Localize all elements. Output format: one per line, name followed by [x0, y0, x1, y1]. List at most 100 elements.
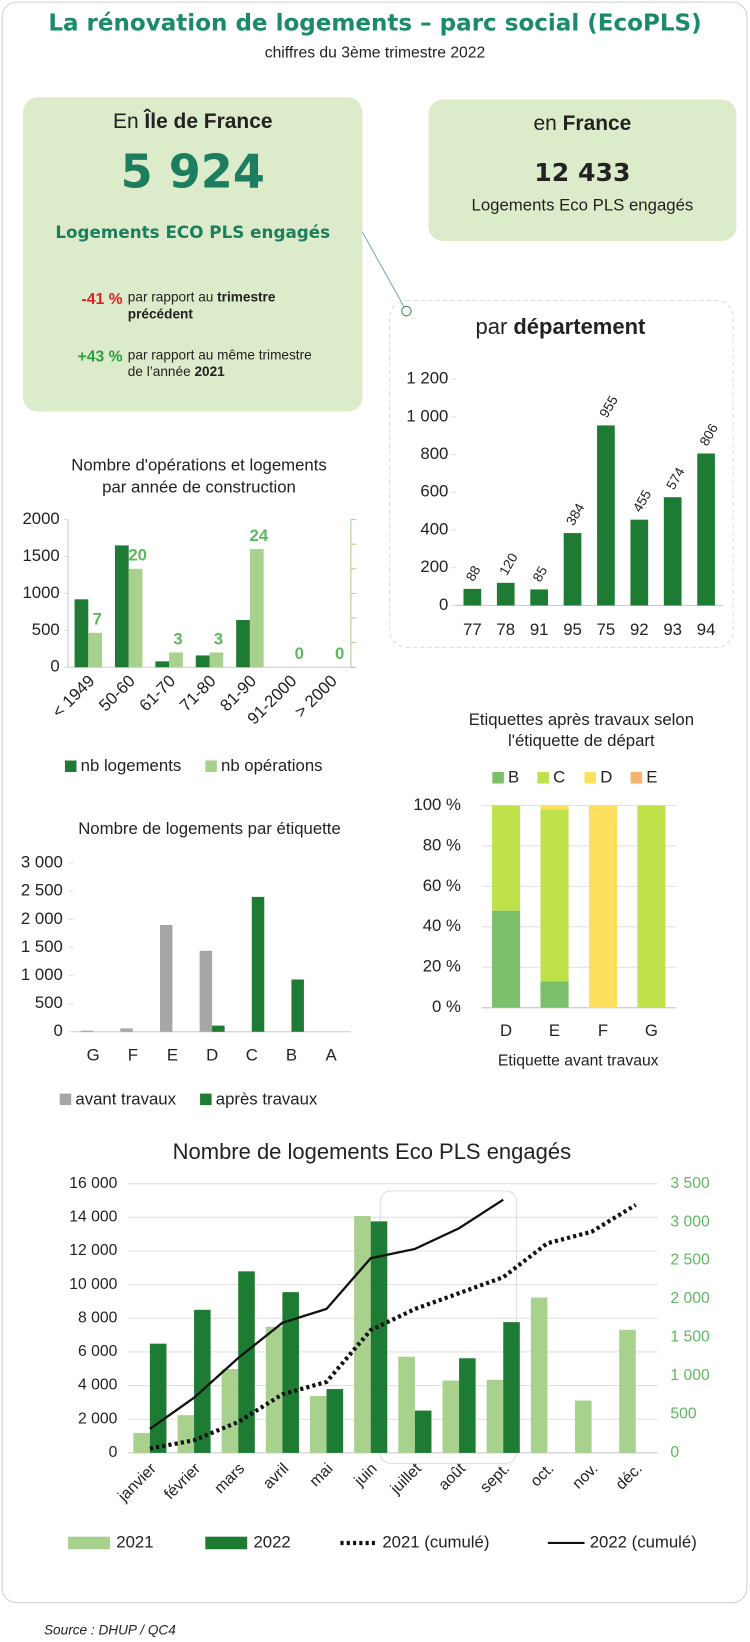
x-tick-label: 91	[530, 620, 549, 639]
x-tick-label: 50-60	[95, 671, 139, 715]
y2-tick-label: 2 500	[670, 1252, 710, 1269]
legend-label: après travaux	[216, 1089, 318, 1108]
value-label: 120	[496, 550, 521, 578]
y-tick-label: 600	[420, 482, 448, 501]
bar	[209, 652, 224, 668]
idf-caption: Logements ECO PLS engagés	[55, 222, 331, 242]
bar	[663, 497, 682, 606]
y-tick-label: 800	[420, 444, 448, 463]
y-tick-label: 400	[420, 519, 448, 538]
x-tick-label: G	[645, 1021, 658, 1040]
legend-swatch	[584, 772, 597, 784]
x-tick-label: février	[161, 1460, 204, 1503]
legend-label: B	[508, 768, 519, 787]
value-label: 20	[128, 546, 147, 565]
bar	[503, 1322, 520, 1453]
bar	[159, 924, 173, 1032]
heading-text: En	[112, 109, 139, 134]
bar	[236, 619, 250, 668]
value-label: 384	[563, 500, 588, 528]
france-caption: Logements Eco PLS engagés	[471, 196, 694, 215]
bar	[212, 1025, 225, 1032]
title-part: par	[475, 314, 507, 339]
value-label: 3	[173, 629, 182, 648]
bar	[326, 1389, 344, 1453]
x-tick-label: mai	[307, 1460, 337, 1490]
y-tick-label: 4 000	[78, 1377, 118, 1394]
frame	[1, 1, 748, 1604]
bar	[251, 896, 265, 1032]
x-tick-label: G	[87, 1045, 100, 1064]
france-total: 12 433	[534, 158, 631, 188]
legend-swatch	[630, 772, 643, 784]
bar	[120, 1028, 133, 1032]
y-tick-label: 0	[109, 1444, 118, 1461]
legend-swatch	[492, 772, 504, 784]
bar-segment	[540, 809, 569, 982]
heading-bold: Île de France	[144, 109, 273, 134]
bar	[265, 1326, 283, 1453]
x-tick-label: E	[167, 1045, 178, 1064]
page-subtitle: chiffres du 3ème trimestre 2022	[265, 45, 486, 62]
y-tick-label: 0 %	[432, 997, 461, 1016]
x-tick-label: nov.	[569, 1460, 601, 1492]
y-tick-label: 12 000	[69, 1242, 117, 1259]
bar	[177, 1415, 195, 1453]
y-tick-label: 8 000	[78, 1309, 118, 1326]
chart-title: par département	[475, 314, 646, 339]
legend-label: nb logements	[81, 756, 182, 775]
y-tick-label: 0	[54, 1021, 63, 1040]
change-bold: 2021	[194, 363, 225, 380]
bar	[74, 599, 89, 668]
change-row: +43 % par rapport au même trimestre de l’…	[65, 347, 327, 381]
value-label: 455	[630, 487, 654, 514]
y-tick-label: 1000	[22, 583, 59, 602]
y-tick-label: 0	[50, 657, 59, 676]
bar	[530, 1297, 548, 1453]
bar	[442, 1380, 460, 1453]
x-tick-label: janvier	[114, 1460, 159, 1505]
bar	[128, 568, 143, 668]
panel	[389, 300, 734, 648]
bar	[459, 1358, 476, 1453]
y-tick-label: 200	[420, 557, 448, 576]
legend-swatch	[537, 772, 549, 784]
bar	[597, 425, 615, 606]
x-tick-label: < 1949	[48, 671, 98, 721]
x-tick-label: avril	[260, 1460, 292, 1492]
bar	[80, 1030, 94, 1032]
bar-segment	[588, 805, 618, 1008]
idf-heading: En Île de France	[23, 110, 362, 134]
x-tick-label: déc.	[613, 1460, 646, 1493]
line	[149, 1203, 637, 1451]
heading-bold: France	[562, 112, 632, 136]
chart-title: Nombre de logements Eco PLS engagés	[173, 1139, 571, 1164]
value-label: 7	[93, 610, 102, 629]
y-tick-label: 1 200	[406, 369, 448, 388]
value-label: 955	[597, 393, 621, 420]
x-tick-label: 78	[496, 620, 515, 639]
legend-swatch	[200, 1093, 212, 1106]
y-tick-label: 14 000	[69, 1208, 117, 1225]
bar	[88, 632, 103, 668]
y-tick-label: 60 %	[423, 876, 461, 895]
bar-segment	[540, 981, 569, 1008]
y-tick-label: 1 000	[406, 406, 448, 425]
bar-segment	[637, 805, 666, 1008]
y-tick-label: 0	[439, 595, 448, 614]
france-box: en France 12 433 Logements Eco PLS engag…	[428, 99, 737, 241]
chart-title: Etiquettes après travaux selon	[469, 710, 694, 729]
connector-dot	[401, 305, 412, 317]
bar	[619, 1329, 636, 1453]
legend-label: 2021	[116, 1532, 153, 1551]
bar	[238, 1271, 255, 1453]
y-tick-label: 2 000	[78, 1410, 118, 1427]
page-title: La rénovation de logements – parc social…	[48, 11, 701, 37]
x-tick-label: sept.	[477, 1460, 513, 1496]
bar	[114, 545, 129, 668]
bar	[291, 979, 304, 1032]
y-tick-label: 2000	[22, 509, 59, 528]
bar	[530, 589, 548, 606]
chart-title: Nombre de logements par étiquette	[78, 819, 341, 838]
bar	[155, 661, 170, 668]
